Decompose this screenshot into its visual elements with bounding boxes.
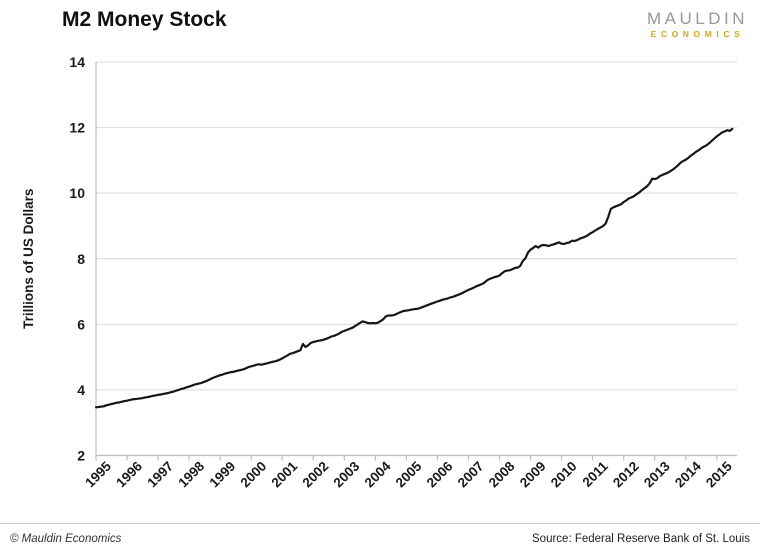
y-axis-title: Trillions of US Dollars xyxy=(21,189,36,329)
svg-text:2012: 2012 xyxy=(610,459,642,491)
x-tick-labels: 1995 1996 1997 1998 1999 2000 2001 2002 2003 2004… xyxy=(82,458,735,490)
svg-text:2002: 2002 xyxy=(300,459,332,491)
svg-text:Trillions of US Dollars: Trillions of US Dollars xyxy=(21,189,36,329)
svg-text:2001: 2001 xyxy=(268,458,300,490)
svg-text:8: 8 xyxy=(77,251,85,267)
y-tick-labels: 2 4 6 8 10 12 14 xyxy=(69,54,85,464)
svg-text:4: 4 xyxy=(77,382,85,398)
mauldin-economics-logo: MAULDIN ECONOMICS xyxy=(647,10,748,39)
svg-text:1997: 1997 xyxy=(144,459,176,491)
svg-text:1996: 1996 xyxy=(113,458,145,490)
svg-text:14: 14 xyxy=(69,54,85,70)
svg-text:2009: 2009 xyxy=(517,459,549,491)
source-text: Source: Federal Reserve Bank of St. Loui… xyxy=(532,532,750,545)
svg-text:2015: 2015 xyxy=(703,458,735,490)
svg-text:1998: 1998 xyxy=(175,458,207,490)
grid-lines xyxy=(96,61,737,391)
svg-text:2013: 2013 xyxy=(641,458,673,490)
svg-text:10: 10 xyxy=(69,185,85,201)
svg-text:1999: 1999 xyxy=(206,459,238,491)
svg-text:2: 2 xyxy=(77,448,85,464)
svg-text:2006: 2006 xyxy=(424,458,456,490)
footer-bar: © Mauldin Economics Source: Federal Rese… xyxy=(0,523,760,553)
svg-text:2008: 2008 xyxy=(486,458,518,490)
svg-text:2011: 2011 xyxy=(579,458,611,490)
svg-text:6: 6 xyxy=(77,316,85,332)
svg-text:2014: 2014 xyxy=(672,458,704,490)
svg-text:2007: 2007 xyxy=(455,459,487,491)
svg-text:2005: 2005 xyxy=(393,458,425,490)
logo-wordmark: MAULDIN xyxy=(646,9,748,28)
axis-ticks xyxy=(95,455,718,461)
data-line-series xyxy=(94,127,734,409)
axes xyxy=(95,62,737,457)
chart-title: M2 Money Stock xyxy=(62,8,227,31)
svg-text:2010: 2010 xyxy=(548,459,580,491)
logo-subtitle: ECONOMICS xyxy=(650,29,745,39)
copyright-text: © Mauldin Economics xyxy=(10,532,122,545)
svg-text:2000: 2000 xyxy=(237,459,269,491)
svg-text:2003: 2003 xyxy=(331,458,363,490)
svg-text:1995: 1995 xyxy=(82,458,114,490)
svg-text:12: 12 xyxy=(69,120,85,136)
svg-text:2004: 2004 xyxy=(362,458,394,490)
